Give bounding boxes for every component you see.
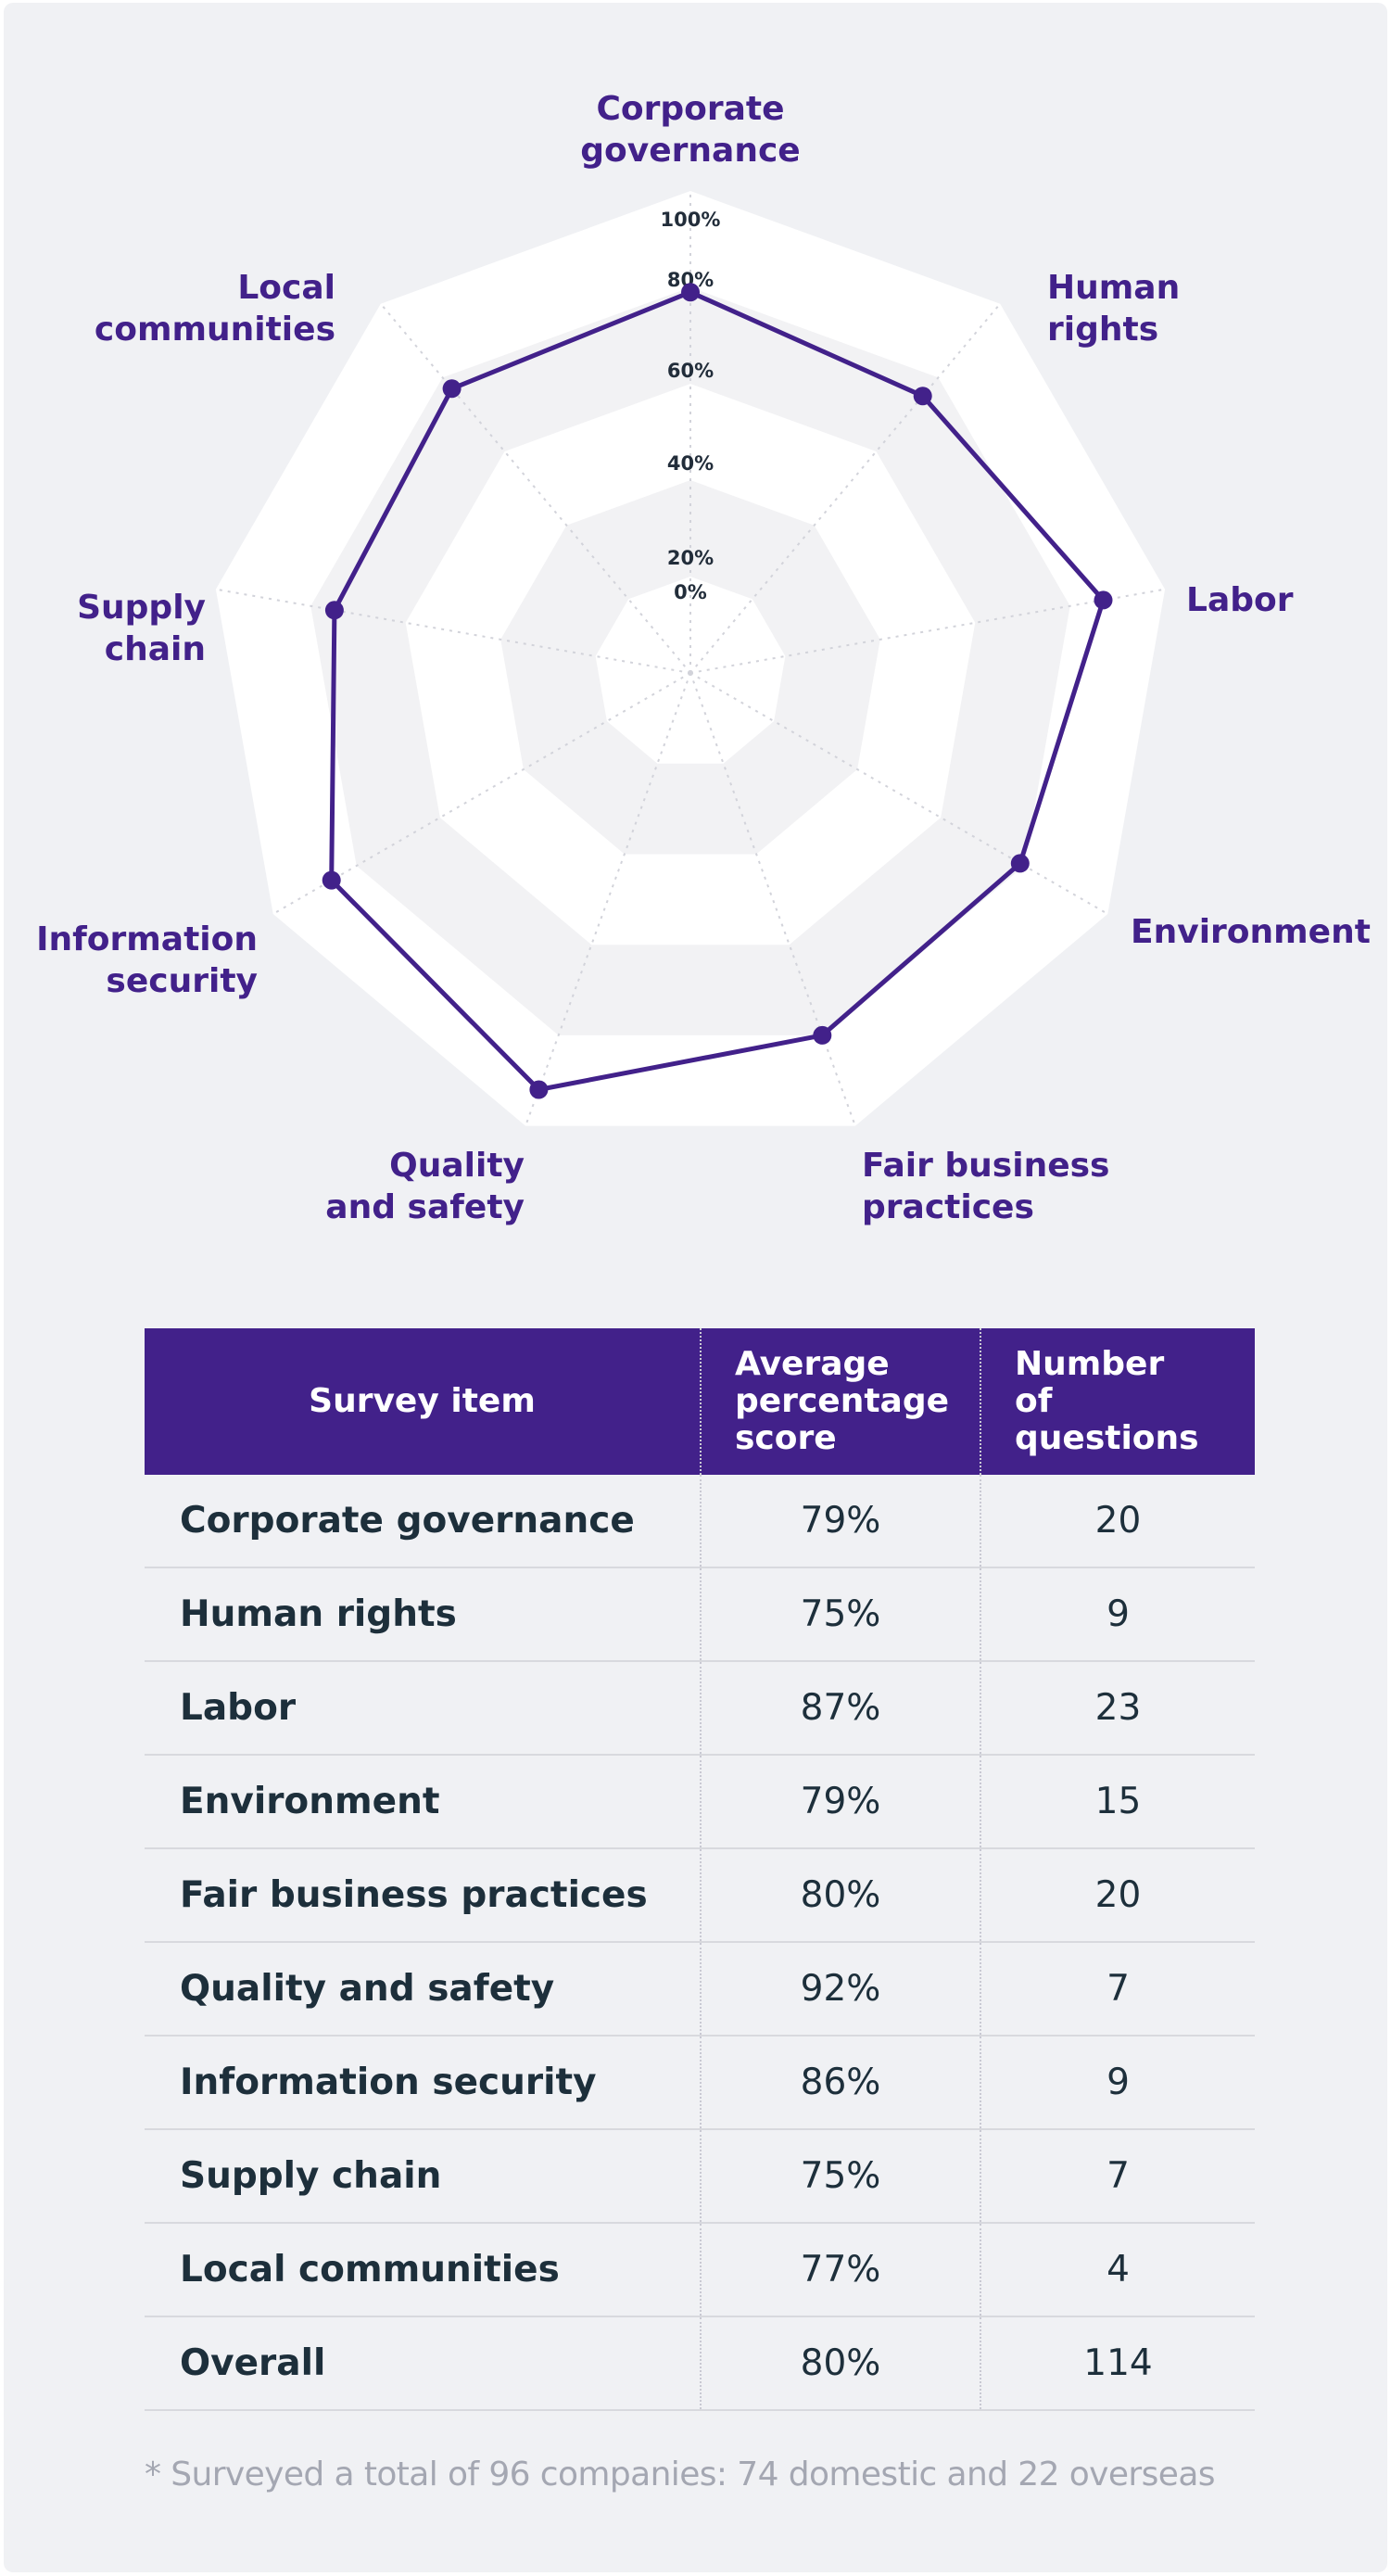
axis-label-corporate-governance: Corporate governance — [580, 90, 801, 170]
cell-average-score: 79% — [700, 1755, 980, 1849]
header-average-score: Average percentage score — [700, 1328, 980, 1475]
data-point-2 — [1094, 590, 1113, 610]
radar-spoke-4 — [689, 672, 856, 1126]
radial-tick-0: 0% — [674, 581, 707, 603]
radar-spoke-6 — [272, 672, 691, 915]
table-row: Local communities 77% 4 — [145, 2223, 1255, 2317]
data-point-1 — [913, 387, 932, 406]
series-line — [329, 289, 1106, 1092]
footnote: * Surveyed a total of 96 companies: 74 d… — [145, 2455, 1216, 2494]
axis-label-local-communities: Local communities — [94, 269, 335, 349]
survey-table: Survey item Average percentage score Numbe… — [145, 1328, 1255, 2411]
cell-number-of-questions: 9 — [980, 1567, 1255, 1662]
cell-survey-item: Human rights — [145, 1567, 701, 1662]
cell-average-score: 92% — [700, 1942, 980, 2037]
axis-label-information-security: Information security — [36, 920, 258, 1000]
data-point-0 — [681, 283, 700, 302]
radar-band-20 — [595, 577, 786, 764]
axis-label-fair-business-practices: Fair business practices — [862, 1147, 1110, 1226]
data-point-6 — [322, 870, 341, 890]
table-header-row: Survey item Average percentage score Numbe… — [145, 1328, 1255, 1475]
cell-survey-item: Local communities — [145, 2223, 701, 2317]
data-point-4 — [813, 1025, 832, 1045]
table-row: Supply chain 75% 7 — [145, 2129, 1255, 2224]
cell-average-score: 75% — [700, 1567, 980, 1662]
cell-average-score: 87% — [700, 1661, 980, 1756]
radar-spoke-8 — [380, 303, 691, 674]
axis-label-environment: Environment — [1131, 913, 1371, 951]
radar-spoke-1 — [689, 303, 1001, 674]
data-point-7 — [324, 601, 344, 620]
table-row: Human rights 75% 9 — [145, 1567, 1255, 1662]
table-row: Corporate governance 79% 20 — [145, 1475, 1255, 1568]
table-row: Fair business practices 80% 20 — [145, 1848, 1255, 1943]
radial-tick-40: 40% — [667, 452, 714, 475]
radial-tick-60: 60% — [667, 360, 714, 382]
radar-spoke-5 — [525, 672, 691, 1126]
cell-survey-item: Overall — [145, 2316, 701, 2411]
cell-number-of-questions: 114 — [980, 2316, 1255, 2411]
header-survey-item: Survey item — [145, 1328, 701, 1475]
table-row: Overall 80% 114 — [145, 2316, 1255, 2411]
data-point-8 — [442, 379, 462, 399]
cell-average-score: 79% — [700, 1475, 980, 1568]
cell-number-of-questions: 7 — [980, 1942, 1255, 2037]
radar-spoke-3 — [689, 672, 1108, 915]
axis-label-supply-chain: Supply chain — [77, 589, 206, 668]
cell-number-of-questions: 20 — [980, 1848, 1255, 1943]
cell-average-score: 80% — [700, 1848, 980, 1943]
radial-tick-20: 20% — [667, 547, 714, 569]
table-row: Quality and safety 92% 7 — [145, 1942, 1255, 2037]
table-row: Labor 87% 23 — [145, 1661, 1255, 1756]
cell-number-of-questions: 20 — [980, 1475, 1255, 1568]
cell-survey-item: Environment — [145, 1755, 701, 1849]
radar-chart: 0%20%40%60%80%100% — [215, 191, 1166, 1126]
radar-spoke-2 — [689, 588, 1166, 674]
axis-label-labor: Labor — [1186, 581, 1294, 619]
cell-survey-item: Fair business practices — [145, 1848, 701, 1943]
cell-survey-item: Supply chain — [145, 2129, 701, 2224]
cell-average-score: 80% — [700, 2316, 980, 2411]
data-point-3 — [1010, 854, 1030, 873]
cell-survey-item: Corporate governance — [145, 1475, 701, 1568]
axis-label-human-rights: Human rights — [1047, 269, 1181, 349]
axis-label-quality-and-safety: Quality and safety — [325, 1147, 525, 1226]
header-number-of-questions: Number of questions — [980, 1328, 1255, 1475]
cell-survey-item: Information security — [145, 2036, 701, 2130]
radar-spoke-7 — [215, 588, 691, 674]
cell-number-of-questions: 4 — [980, 2223, 1255, 2317]
cell-number-of-questions: 9 — [980, 2036, 1255, 2130]
cell-survey-item: Quality and safety — [145, 1942, 701, 2037]
cell-average-score: 75% — [700, 2129, 980, 2224]
table-row: Information security 86% 9 — [145, 2036, 1255, 2130]
cell-average-score: 77% — [700, 2223, 980, 2317]
data-point-5 — [529, 1080, 549, 1099]
cell-number-of-questions: 7 — [980, 2129, 1255, 2224]
cell-average-score: 86% — [700, 2036, 980, 2130]
cell-number-of-questions: 15 — [980, 1755, 1255, 1849]
cell-survey-item: Labor — [145, 1661, 701, 1756]
table-row: Environment 79% 15 — [145, 1755, 1255, 1849]
cell-number-of-questions: 23 — [980, 1661, 1255, 1756]
radial-tick-100: 100% — [661, 209, 721, 231]
infographic-card: 0% 20% 40% 60% 80% 100% Corporate governance H… — [4, 3, 1387, 2572]
